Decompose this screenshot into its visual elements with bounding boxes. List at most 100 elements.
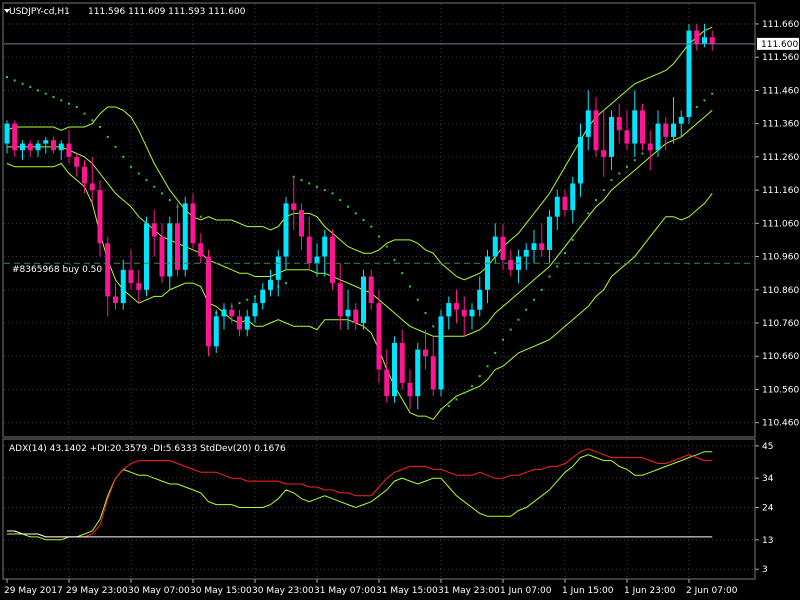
candle bbox=[237, 309, 242, 337]
candle-body bbox=[438, 316, 444, 390]
candle-body bbox=[105, 243, 111, 297]
candle-body bbox=[368, 276, 374, 304]
price-tick-label: 111.560 bbox=[762, 53, 799, 63]
sar-dot bbox=[29, 86, 32, 89]
candle bbox=[353, 303, 359, 330]
candle bbox=[27, 140, 33, 157]
candle-body bbox=[477, 289, 483, 310]
candle bbox=[376, 289, 382, 383]
band-lower bbox=[6, 162, 713, 421]
candle-body bbox=[144, 223, 149, 290]
sar-dot bbox=[246, 298, 249, 301]
candle bbox=[12, 120, 18, 157]
candle bbox=[547, 210, 552, 264]
candle-body bbox=[562, 196, 568, 211]
candle bbox=[415, 342, 421, 410]
candle-body bbox=[554, 196, 560, 217]
candle-body bbox=[206, 256, 211, 347]
candle-body bbox=[430, 356, 436, 390]
candle-body bbox=[167, 223, 173, 277]
candle-body bbox=[423, 349, 428, 357]
candle bbox=[128, 249, 134, 290]
candle-body bbox=[663, 123, 669, 137]
candle bbox=[291, 176, 297, 230]
candle-body bbox=[35, 143, 41, 151]
header-ohlc: 111.596 111.609 111.593 111.600 bbox=[88, 7, 246, 17]
candle-body bbox=[237, 316, 242, 330]
band-mid bbox=[7, 109, 713, 337]
price-tick-label: 110.960 bbox=[762, 253, 799, 263]
time-tick-label: 30 May 23:00 bbox=[252, 586, 314, 596]
sar-dot bbox=[378, 235, 380, 238]
candle-body bbox=[330, 236, 335, 284]
sar-dot bbox=[494, 351, 497, 354]
sar-dot bbox=[463, 391, 466, 394]
trade-label: #8365968 buy 0.50 bbox=[12, 265, 102, 275]
sar-dot bbox=[145, 179, 148, 182]
sar-dot bbox=[83, 112, 86, 115]
candle bbox=[647, 130, 653, 171]
candle bbox=[562, 190, 568, 217]
candle bbox=[283, 196, 289, 270]
candle bbox=[66, 130, 72, 164]
price-panel[interactable]: #8365968 buy 0.50 USDJPY-cd,H1 111.596 1… bbox=[2, 2, 756, 438]
sar-dot bbox=[695, 106, 698, 109]
candle-body bbox=[539, 243, 545, 250]
sar-dot bbox=[347, 205, 349, 208]
sar-dot bbox=[339, 199, 342, 202]
candle bbox=[82, 160, 87, 194]
sar-dot bbox=[517, 318, 520, 321]
sar-dot bbox=[75, 106, 78, 109]
candle bbox=[368, 269, 374, 310]
sar-dot bbox=[354, 212, 357, 215]
candle bbox=[469, 303, 475, 330]
candle bbox=[585, 90, 591, 151]
sar-dot bbox=[478, 375, 481, 378]
candle-body bbox=[609, 116, 614, 157]
candle bbox=[671, 97, 676, 144]
candle-body bbox=[97, 190, 103, 244]
candle bbox=[640, 103, 645, 151]
candle-body bbox=[314, 256, 320, 264]
candle-body bbox=[632, 110, 638, 144]
candle-body bbox=[51, 140, 56, 151]
candle bbox=[345, 289, 351, 330]
candle-body bbox=[392, 342, 397, 397]
collapse-arrow-icon[interactable] bbox=[4, 9, 10, 13]
candles bbox=[4, 23, 715, 410]
sar-dot bbox=[486, 365, 489, 368]
candle-body bbox=[283, 203, 289, 257]
sar-dot bbox=[595, 199, 597, 202]
sar-dot bbox=[238, 302, 241, 305]
candle-body bbox=[531, 243, 537, 250]
candle bbox=[477, 276, 483, 317]
candle-body bbox=[485, 256, 490, 290]
candle-body bbox=[469, 309, 475, 317]
candle bbox=[601, 110, 607, 177]
candle-body bbox=[4, 123, 10, 144]
candle-body bbox=[268, 279, 273, 290]
candle bbox=[330, 229, 335, 290]
candle bbox=[4, 120, 10, 154]
time-tick-label: 31 May 15:00 bbox=[376, 586, 438, 596]
current-price-tag: 111.600 bbox=[757, 37, 799, 50]
candle bbox=[306, 216, 312, 270]
candle-body bbox=[624, 130, 630, 144]
candle bbox=[314, 243, 320, 277]
sar-dot bbox=[137, 172, 140, 175]
candle bbox=[578, 123, 583, 197]
candle-body bbox=[159, 236, 165, 277]
candle bbox=[702, 23, 707, 48]
candle bbox=[252, 296, 258, 324]
candle-body bbox=[353, 309, 359, 324]
candle bbox=[167, 216, 173, 290]
candle-body bbox=[337, 283, 343, 317]
adx-panel[interactable]: ADX(14) 43.1402 +DI:20.3579 -DI:5.6333 S… bbox=[2, 438, 756, 580]
price-tick-label: 111.460 bbox=[762, 86, 799, 96]
candle bbox=[531, 229, 537, 264]
candle-body bbox=[58, 143, 64, 151]
sar-dot bbox=[540, 288, 543, 291]
sar-dot bbox=[440, 408, 442, 411]
candle-body bbox=[671, 123, 676, 137]
candle bbox=[198, 233, 204, 264]
